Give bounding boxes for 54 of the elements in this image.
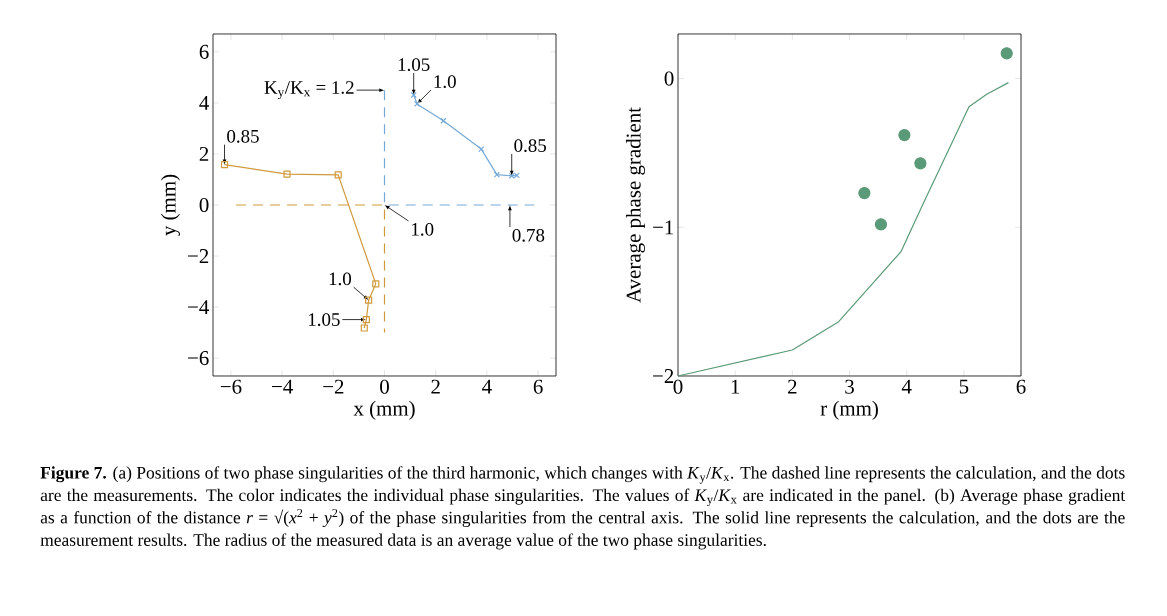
x-tick-label: 1 [731,379,740,394]
line-series [677,82,1010,377]
point [334,171,342,179]
x-tick-label: 2 [788,379,797,394]
point [283,170,291,178]
point [440,117,447,124]
annotation: 0.85 [227,129,259,143]
y-tick-label: 2 [199,147,209,161]
x-tick-label: −4 [272,379,293,394]
annotation: 0.85 [514,139,547,152]
y-tick-label: −2 [188,249,209,263]
point [1000,47,1013,60]
x-tick-label: 6 [1016,379,1026,394]
annotation: 1.0 [434,75,456,89]
x-tick-label: 3 [845,379,854,394]
annotation: K$_{y}$/K$_{x}$ = 1.2 [264,81,354,100]
y-axis-title: Average phase gradient [625,107,645,303]
y-tick-label: −1 [653,220,674,235]
y-tick-label: −6 [188,351,209,366]
x-tick-label: 4 [901,379,912,394]
y-tick-label: 4 [199,96,209,110]
point [372,280,380,288]
x-axis-title: r (mm) [820,400,878,420]
x-tick-label: 5 [959,379,969,394]
point [874,218,888,231]
annotation: 1.05 [308,313,340,327]
text: Figure 7. (a) Positions of two phase singularities of the third harmonic, which changes with K$_{y}$/K$_{x}$. The dashed line represents the calculation, and the dots are the measurements. The color indicates the individual phase singularities. The values of K$_{y}$/K$_{x}$ are indicated in the panel. (b) Average phase gradient as a function of the distance r = √(x$^{2}$ + y$^{2}$) of the phase singularities from the central axis. The solid line represents the calculation, and the dots are the measurement results. The radius of the measured data is an average value of the two phase singularities. [40,466,1126,550]
point [365,296,373,304]
point [493,171,500,178]
point [478,146,485,153]
y-tick-label: −4 [188,300,209,314]
y-tick-label: −2 [653,369,674,383]
point [898,129,911,142]
point [914,157,927,170]
point [413,100,421,107]
point [360,324,368,332]
x-axis-title: x (mm) [353,400,415,420]
x-tick-label: 6 [533,379,543,394]
y-tick-label: 0 [199,197,209,213]
y-axis-title: y (mm) [160,174,180,236]
annotation: 1.05 [398,58,430,72]
x-tick-label: −2 [323,379,344,394]
point [858,186,871,200]
annotation: 1.0 [412,222,434,236]
annotation: 1.0 [329,272,352,286]
x-tick-label: −6 [220,379,242,394]
x-tick-label: 4 [482,379,492,394]
point [410,91,417,99]
x-tick-label: 0 [380,379,389,394]
x-tick-label: 2 [431,379,440,394]
y-tick-label: 6 [199,44,209,59]
annotation: 0.78 [512,228,545,242]
point [220,161,229,169]
y-tick-label: 0 [664,71,674,86]
